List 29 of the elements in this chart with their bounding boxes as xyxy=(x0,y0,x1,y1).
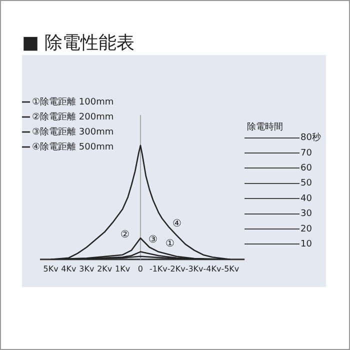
y-tick-label: 80秒 xyxy=(300,132,321,144)
legend-label: ②除電距離 200mm xyxy=(32,111,114,122)
x-tick-label: -3Kv xyxy=(185,264,204,274)
annotation: ② xyxy=(120,230,130,241)
legend-label: ③除電距離 300mm xyxy=(32,126,114,138)
x-tick-label: -1Kv xyxy=(149,264,168,274)
x-tick-label: -4Kv xyxy=(203,264,222,274)
x-tick-label: 0 xyxy=(138,264,144,274)
annotation: ③ xyxy=(148,234,158,246)
x-tick-label: 2Kv xyxy=(97,264,112,274)
chart-title: ■ 除電性能表 xyxy=(22,32,135,54)
x-tick-label: 5Kv xyxy=(43,264,59,274)
annotation: ④ xyxy=(172,218,182,230)
y-axis-title: 除電時間 xyxy=(247,121,283,132)
y-tick-label: 70 xyxy=(300,148,312,158)
x-tick-label: -2Kv xyxy=(167,264,186,274)
legend-label: ④除電距離 500mm xyxy=(32,141,114,152)
x-tick-label: 1Kv xyxy=(115,264,130,274)
legend-label: ①除電距離 100mm xyxy=(32,96,114,108)
x-tick-label: -5Kv xyxy=(221,264,240,274)
y-tick-label: 40 xyxy=(300,194,312,204)
y-tick-label: 60 xyxy=(300,164,312,174)
x-tick-label: 3Kv xyxy=(79,264,94,274)
y-tick-label: 20 xyxy=(300,224,312,234)
y-tick-label: 50 xyxy=(300,178,312,189)
annotation: ① xyxy=(166,238,175,250)
x-tick-label: 4Kv xyxy=(61,264,77,274)
y-tick-label: 10 xyxy=(300,240,312,250)
y-tick-label: 30 xyxy=(300,209,312,220)
